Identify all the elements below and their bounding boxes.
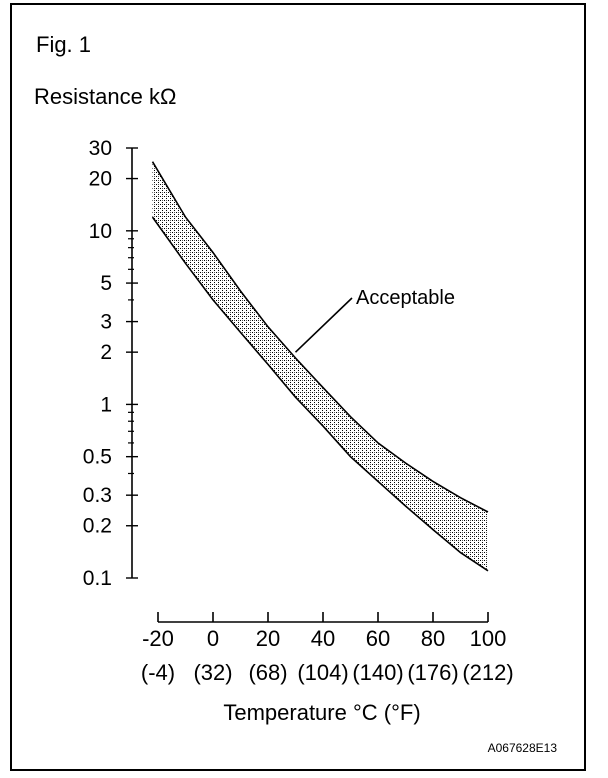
y-tick-label: 0.3 — [83, 484, 112, 507]
x-tick-label-c: 20 — [256, 626, 280, 651]
x-tick-label-f: (212) — [462, 660, 513, 685]
lower-limit-curve — [151, 216, 489, 572]
x-tick-label-c: 40 — [311, 626, 335, 651]
x-axis-label: Temperature °C (°F) — [223, 700, 420, 725]
y-tick-label: 5 — [100, 272, 112, 295]
y-tick-label: 10 — [89, 220, 112, 243]
y-tick-label: 3 — [100, 311, 112, 334]
y-tick-label: 1 — [100, 393, 112, 416]
x-tick-label-c: 80 — [421, 626, 445, 651]
acceptable-leader-line — [294, 297, 353, 353]
acceptable-band — [152, 161, 488, 571]
y-tick-label: 20 — [89, 168, 112, 191]
x-tick-label-f: (32) — [193, 660, 232, 685]
y-tick-label: 30 — [89, 137, 112, 160]
y-tick-label: 2 — [100, 341, 112, 364]
figure-border — [10, 3, 586, 771]
y-axis-minor-ticks — [128, 238, 134, 475]
x-tick-label-c: 60 — [366, 626, 390, 651]
y-tick-label: 0.2 — [83, 515, 112, 538]
x-tick-label-f: (-4) — [141, 660, 175, 685]
x-tick-label-f: (104) — [297, 660, 348, 685]
x-tick-label-f: (140) — [352, 660, 403, 685]
upper-limit-curve — [151, 161, 489, 513]
y-axis-label: Resistance kΩ — [34, 84, 176, 109]
y-tick-label: 0.1 — [83, 567, 112, 590]
x-axis-ticks: -20 (-4) 0 (32) 20 (68) 40 (104) 60 (140) 80 (176) 1… — [141, 612, 514, 685]
x-tick-label-c: -20 — [142, 626, 174, 651]
x-tick-label-c: 0 — [207, 626, 219, 651]
x-tick-label-f: (68) — [248, 660, 287, 685]
figure-code: A067628E13 — [488, 741, 558, 755]
y-axis-ticks: 30 20 10 5 3 2 1 0.5 0.3 0.2 0.1 — [83, 137, 138, 590]
y-tick-label: 0.5 — [83, 446, 112, 469]
x-tick-label-c: 100 — [470, 626, 507, 651]
x-tick-label-f: (176) — [407, 660, 458, 685]
acceptable-label: Acceptable — [356, 287, 455, 309]
figure-label: Fig. 1 — [36, 32, 91, 57]
